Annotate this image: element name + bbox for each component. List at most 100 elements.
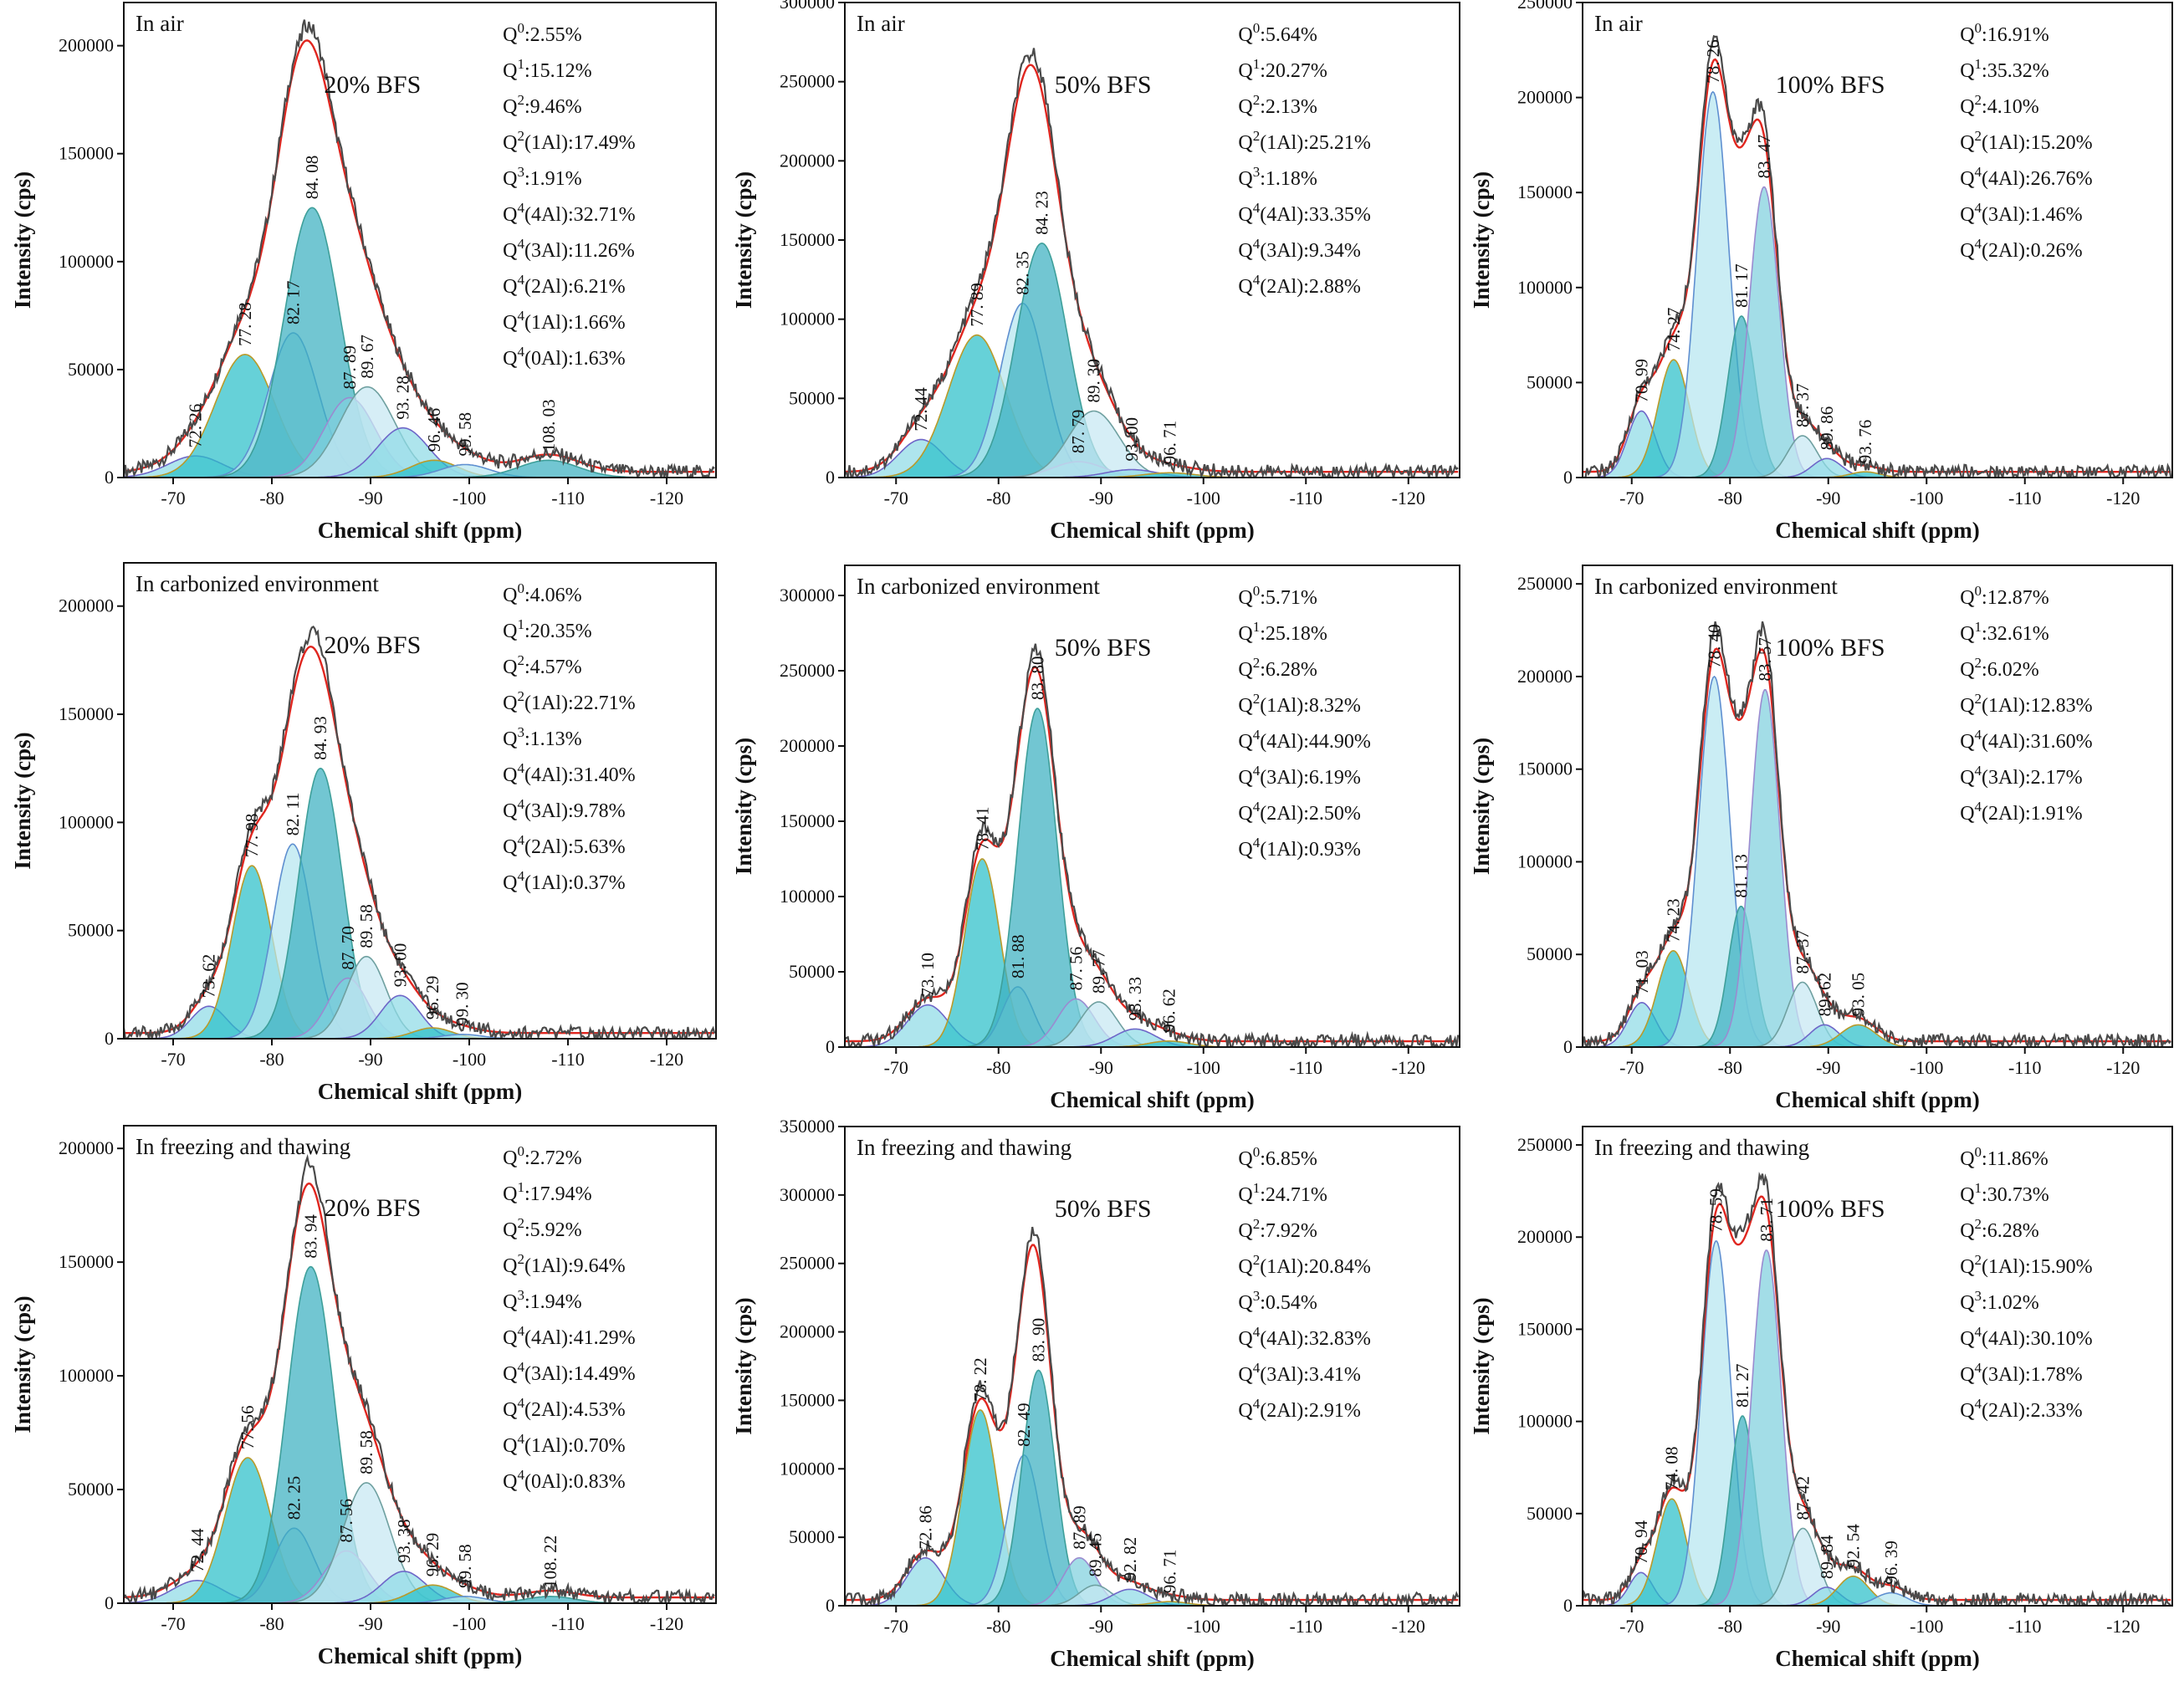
peak-label: 89. 84 bbox=[1817, 1535, 1837, 1579]
x-axis-label: Chemical shift (ppm) bbox=[1775, 1087, 1980, 1112]
fit-curve bbox=[845, 1244, 1459, 1602]
y-tick-label: 0 bbox=[105, 1592, 114, 1613]
x-tick-label: -110 bbox=[2008, 488, 2042, 508]
bfs-label: 100% BFS bbox=[1776, 1195, 1885, 1223]
bfs-label: 50% BFS bbox=[1055, 634, 1152, 662]
peak-label: 87. 70 bbox=[338, 926, 358, 970]
q-species-label: Q3:1.18% bbox=[1238, 164, 1317, 190]
x-tick-label: -100 bbox=[1910, 488, 1943, 508]
x-tick-label: -100 bbox=[453, 1613, 486, 1634]
y-tick-label: 200000 bbox=[59, 595, 114, 616]
x-tick-label: -70 bbox=[884, 1057, 908, 1078]
q-species-label: Q0:12.87% bbox=[1960, 583, 2049, 609]
y-tick-label: 250000 bbox=[780, 660, 835, 681]
q-species-label: Q2:4.57% bbox=[503, 652, 582, 678]
y-tick-label: 0 bbox=[826, 1595, 835, 1616]
peak-label: 81. 17 bbox=[1731, 263, 1752, 308]
q-species-label: Q2:6.28% bbox=[1960, 1216, 2039, 1242]
peak-label: 87. 37 bbox=[1793, 384, 1813, 428]
plot-frame bbox=[844, 1126, 1460, 1607]
q-species-label: Q1:24.71% bbox=[1238, 1180, 1327, 1206]
q-species-label: Q4(0Al):0.83% bbox=[503, 1467, 626, 1493]
measured-spectrum bbox=[845, 643, 1460, 1047]
peak-label: 77. 56 bbox=[238, 1405, 258, 1449]
plot-frame bbox=[1582, 1126, 2173, 1607]
peak-label: 93. 00 bbox=[1122, 417, 1142, 462]
y-tick-label: 0 bbox=[1563, 467, 1573, 488]
q-species-label: Q4(3Al):9.78% bbox=[503, 796, 626, 822]
y-tick-label: 100000 bbox=[59, 811, 114, 832]
y-tick-label: 50000 bbox=[1527, 1503, 1573, 1524]
x-tick-label: -110 bbox=[1289, 1616, 1322, 1637]
q-species-label: Q0:4.06% bbox=[503, 580, 582, 606]
chart-panel-r1c2: 71. 03 74. 23 78. 40 81. 13 83. 57 87. 3789. … bbox=[1469, 565, 2173, 1112]
y-axis-label: Intensity (cps) bbox=[1469, 738, 1494, 875]
peak-label: 82. 11 bbox=[283, 792, 303, 835]
q-species-label: Q4(1Al):0.93% bbox=[1238, 835, 1361, 861]
y-tick-label: 300000 bbox=[780, 0, 835, 13]
x-tick-label: -120 bbox=[1392, 1057, 1425, 1078]
plot-frame bbox=[123, 562, 717, 1040]
x-tick-label: -120 bbox=[2106, 1616, 2140, 1637]
peak-label: 81. 27 bbox=[1732, 1364, 1752, 1408]
measured-spectrum bbox=[845, 48, 1459, 478]
y-axis-label: Intensity (cps) bbox=[1469, 171, 1494, 309]
y-tick-label: 200000 bbox=[780, 150, 835, 171]
peak-label: 87. 56 bbox=[336, 1499, 356, 1543]
plot-frame bbox=[844, 2, 1460, 478]
peak-label: 93. 28 bbox=[393, 376, 413, 419]
x-tick-label: -80 bbox=[259, 1613, 284, 1634]
q-species-label: Q4(3Al):1.46% bbox=[1960, 200, 2083, 226]
q-species-label: Q2:7.92% bbox=[1238, 1216, 1317, 1242]
environment-label: In air bbox=[857, 11, 905, 36]
x-tick-label: -90 bbox=[1816, 488, 1840, 508]
q-species-label: Q2:5.92% bbox=[503, 1215, 582, 1241]
x-tick-label: -120 bbox=[1392, 488, 1425, 508]
x-tick-label: -90 bbox=[1089, 1057, 1113, 1078]
q-species-label: Q2:9.46% bbox=[503, 92, 582, 118]
q-species-label: Q4(4Al):31.60% bbox=[1960, 727, 2093, 753]
q-species-label: Q4(2Al):4.53% bbox=[503, 1395, 626, 1421]
peak-label: 87. 89 bbox=[1069, 1505, 1089, 1550]
x-tick-label: -120 bbox=[2106, 1057, 2140, 1078]
y-tick-label: 50000 bbox=[789, 961, 835, 982]
y-axis-label: Intensity (cps) bbox=[731, 1297, 756, 1434]
x-tick-label: -110 bbox=[1289, 488, 1322, 508]
q-species-label: Q4(2Al):2.91% bbox=[1238, 1396, 1361, 1422]
x-tick-label: -80 bbox=[986, 488, 1010, 508]
y-tick-label: 50000 bbox=[1527, 943, 1573, 964]
peak-label: 72. 44 bbox=[911, 387, 931, 432]
bfs-label: 100% BFS bbox=[1776, 71, 1885, 99]
chart-panel-r2c0: 72. 44 77. 56 82. 25 83. 94 87. 56 89. 58 93. … bbox=[10, 1125, 717, 1668]
bfs-label: 50% BFS bbox=[1055, 71, 1152, 99]
q-species-label: Q4(0Al):1.63% bbox=[503, 344, 626, 370]
q-species-label: Q2:6.28% bbox=[1238, 655, 1317, 681]
y-tick-label: 250000 bbox=[1517, 0, 1573, 13]
x-tick-label: -100 bbox=[1187, 1057, 1220, 1078]
peak-label: 83. 80 bbox=[1027, 657, 1047, 701]
peak-label: 73. 62 bbox=[199, 954, 219, 999]
x-tick-label: -90 bbox=[1816, 1057, 1840, 1078]
peak-label: 99. 58 bbox=[455, 1544, 475, 1588]
x-tick-label: -70 bbox=[884, 1616, 908, 1637]
environment-label: In freezing and thawing bbox=[136, 1134, 350, 1159]
x-tick-label: -100 bbox=[453, 1049, 486, 1070]
x-tick-label: -100 bbox=[453, 488, 486, 508]
peak-label: 89. 77 bbox=[1088, 950, 1108, 994]
x-tick-label: -120 bbox=[2106, 488, 2140, 508]
peak-label: 82. 49 bbox=[1014, 1403, 1034, 1447]
q-species-label: Q4(2Al):6.21% bbox=[503, 272, 626, 298]
q-species-label: Q4(2Al):1.91% bbox=[1960, 799, 2083, 825]
x-tick-label: -90 bbox=[1089, 488, 1113, 508]
environment-label: In carbonized environment bbox=[136, 571, 379, 596]
q-species-label: Q2(1Al):15.20% bbox=[1960, 128, 2093, 154]
peak-label: 96. 46 bbox=[424, 408, 444, 452]
peak-label: 96. 29 bbox=[422, 1533, 442, 1577]
peak-label: 87. 89 bbox=[340, 345, 360, 390]
peak-label: 77. 98 bbox=[242, 814, 262, 858]
peak-label: 70. 99 bbox=[1631, 359, 1651, 403]
y-axis-label: Intensity (cps) bbox=[1469, 1297, 1494, 1434]
peak-label: 82. 35 bbox=[1013, 251, 1033, 295]
y-tick-label: 200000 bbox=[59, 35, 114, 56]
